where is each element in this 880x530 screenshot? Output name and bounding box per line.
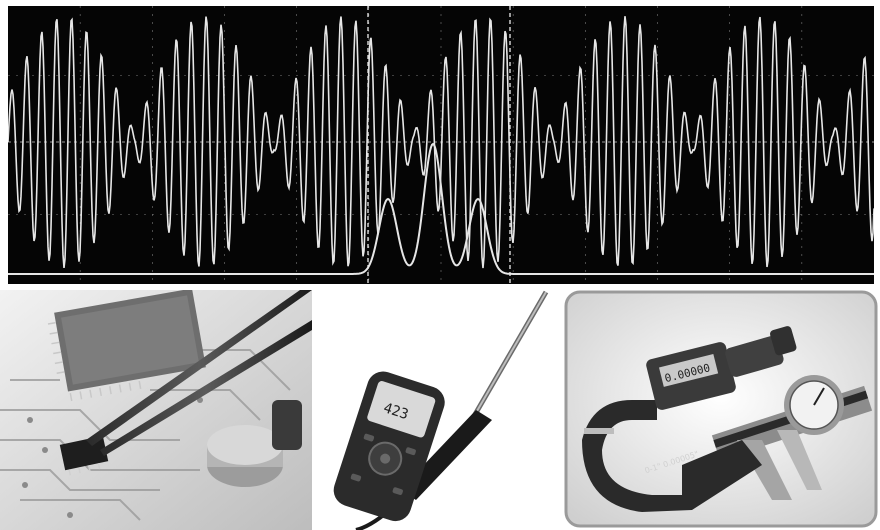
micrometer-illustration: 0.00000 0-1" 0.00005" bbox=[564, 290, 878, 528]
oscilloscope-grid bbox=[8, 6, 874, 284]
anemometer-photo: 423 bbox=[316, 290, 556, 530]
micrometer-photo: 0.00000 0-1" 0.00005" bbox=[562, 290, 880, 530]
meter-body: 423 bbox=[333, 371, 445, 522]
tweezers bbox=[86, 290, 312, 456]
capacitor bbox=[207, 400, 302, 487]
circuit-board-photo bbox=[0, 290, 312, 530]
oscilloscope-screen bbox=[8, 6, 874, 284]
anemometer-illustration: 423 bbox=[316, 290, 556, 530]
meter-display bbox=[367, 381, 436, 438]
micrometer-display bbox=[658, 353, 719, 387]
oscilloscope-trace bbox=[8, 16, 874, 269]
qfp-chip bbox=[47, 290, 206, 402]
oscilloscope-envelope-trace bbox=[8, 142, 874, 275]
oscilloscope-waveform bbox=[8, 6, 874, 284]
soic-chip bbox=[59, 435, 109, 476]
probe-handle bbox=[400, 410, 492, 500]
circuit-board-illustration bbox=[0, 290, 312, 530]
meter-readout: 423 bbox=[381, 400, 410, 423]
